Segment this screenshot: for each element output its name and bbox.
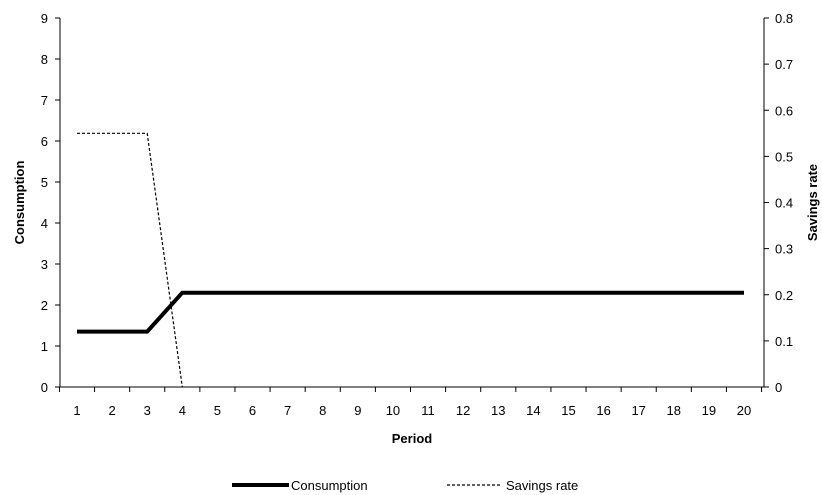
x-tick-label: 6	[249, 403, 256, 418]
left-tick-label: 6	[41, 134, 48, 149]
left-tick-label: 8	[41, 52, 48, 67]
left-axis-ticks: 0 1 2 3 4 5 6 7 8 9	[41, 11, 60, 395]
right-tick-label: 0.2	[775, 288, 793, 303]
series-layer	[77, 132, 744, 388]
series-line-consumption	[77, 290, 744, 334]
x-tick-label: 11	[421, 403, 435, 418]
left-tick-label: 5	[41, 175, 48, 190]
left-tick-label: 2	[41, 298, 48, 313]
right-axis-ticks: 0 0.1 0.2 0.3 0.4 0.5 0.6 0.7 0.8	[764, 11, 793, 395]
axes	[59, 18, 765, 388]
x-tick-label: 12	[456, 403, 470, 418]
legend: Consumption Savings rate	[232, 478, 578, 493]
left-tick-label: 3	[41, 257, 48, 272]
left-tick-label: 0	[41, 380, 48, 395]
legend-label-consumption: Consumption	[291, 478, 368, 493]
x-tick-label: 1	[73, 403, 80, 418]
right-tick-label: 0.6	[775, 103, 793, 118]
left-tick-label: 1	[41, 339, 48, 354]
left-tick-label: 9	[41, 11, 48, 26]
x-tick-label: 7	[284, 403, 291, 418]
x-tick-label: 19	[702, 403, 716, 418]
x-tick-label: 13	[491, 403, 505, 418]
x-tick-label: 3	[144, 403, 151, 418]
series-line-savings-rate	[77, 132, 183, 388]
x-tick-label: 10	[386, 403, 400, 418]
right-tick-label: 0.7	[775, 57, 793, 72]
x-tick-label: 18	[667, 403, 681, 418]
x-tick-label: 14	[526, 403, 540, 418]
right-tick-label: 0.1	[775, 334, 793, 349]
x-tick-label: 2	[108, 403, 115, 418]
x-tick-label: 9	[354, 403, 361, 418]
legend-label-savings-rate: Savings rate	[506, 478, 578, 493]
x-tick-label: 8	[319, 403, 326, 418]
left-tick-label: 4	[41, 216, 48, 231]
y2-axis-title: Savings rate	[805, 164, 820, 241]
x-tick-label: 16	[596, 403, 610, 418]
x-tick-label: 4	[179, 403, 186, 418]
right-tick-label: 0	[775, 380, 782, 395]
right-tick-label: 0.5	[775, 149, 793, 164]
x-axis-ticks: 1 2 3 4 5 6 7 8 9 10 11 12 13 14 15 16 17 18 19 20	[58, 387, 763, 418]
x-tick-label: 20	[737, 403, 751, 418]
x-axis-title: Period	[392, 431, 433, 446]
right-tick-label: 0.8	[775, 11, 793, 26]
x-tick-label: 17	[631, 403, 645, 418]
x-tick-label: 5	[214, 403, 221, 418]
left-tick-label: 7	[41, 93, 48, 108]
y-axis-title: Consumption	[12, 161, 27, 245]
x-tick-label: 15	[561, 403, 575, 418]
right-tick-label: 0.3	[775, 242, 793, 257]
right-tick-label: 0.4	[775, 196, 793, 211]
